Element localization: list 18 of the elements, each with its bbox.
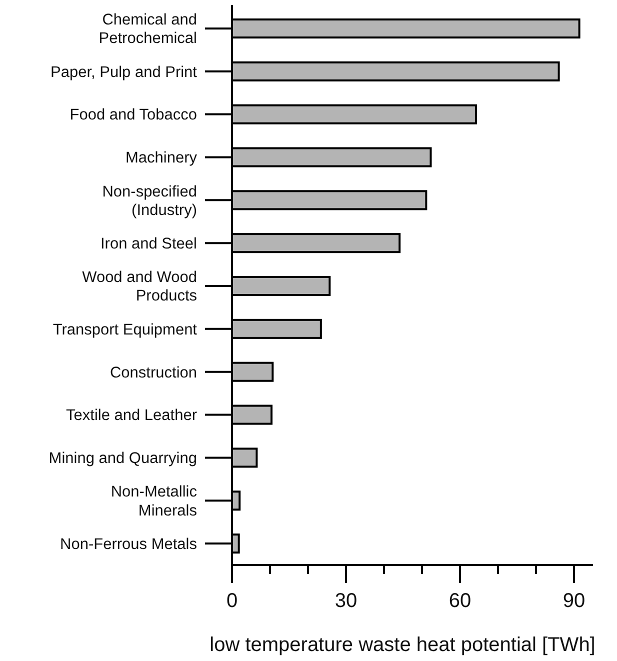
y-tick-label: Paper, Pulp and Print xyxy=(50,64,198,81)
x-tick-label: 90 xyxy=(562,590,586,612)
x-axis-title: low temperature waste heat potential [TWh] xyxy=(210,634,596,656)
y-tick-label: Non-Ferrous Metals xyxy=(60,536,198,553)
y-tick-label: Iron and Steel xyxy=(100,236,197,252)
y-tick-label: Wood and Wood Products xyxy=(82,269,198,305)
x-tick-label: 0 xyxy=(226,590,238,612)
y-tick-label: Mining and Quarrying xyxy=(48,450,197,468)
x-tick-label: 60 xyxy=(448,590,472,612)
y-tick-label: Transport Equipment xyxy=(52,321,198,338)
y-tick-label: Textile and Leather xyxy=(66,407,197,424)
y-tick-label: Chemical and Petrochemical xyxy=(98,12,197,48)
y-tick-label: Construction xyxy=(110,364,197,382)
y-tick-label: Food and Tobacco xyxy=(70,106,197,124)
y-tick-label: Non-Metallic Minerals xyxy=(110,484,198,520)
y-tick-label: Machinery xyxy=(126,150,198,167)
x-tick-label: 30 xyxy=(334,590,358,612)
y-tick-label: Non-specified (Industry) xyxy=(102,183,197,219)
